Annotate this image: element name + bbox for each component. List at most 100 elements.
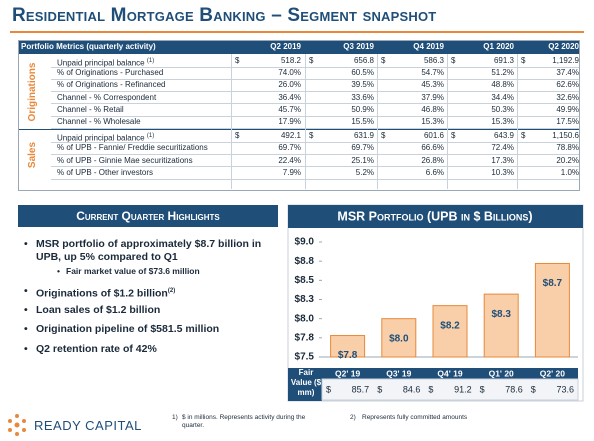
footnote-ref: (2) bbox=[167, 288, 176, 294]
row-label-text: % of Originations - Purchased bbox=[57, 68, 164, 78]
currency-sign: $ bbox=[451, 56, 456, 65]
table-value: 45.3% bbox=[421, 80, 444, 90]
group-divider bbox=[19, 129, 579, 131]
row-line bbox=[51, 127, 579, 129]
logo-text: READY CAPITAL bbox=[34, 418, 142, 433]
fair-value-row-bg bbox=[321, 378, 579, 401]
logo-icon bbox=[8, 414, 26, 436]
table-value: 22.4% bbox=[278, 155, 301, 165]
table-value: 10.3% bbox=[491, 167, 514, 177]
bullet-text: MSR portfolio of approximately $8.7 bill… bbox=[36, 238, 262, 263]
row-line bbox=[51, 66, 579, 68]
table-value: 25.1% bbox=[351, 155, 374, 165]
highlights-title: Current Quarter Highlights bbox=[18, 205, 278, 227]
table-value: 72.4% bbox=[491, 143, 514, 153]
slide-title: Residential Mortgage Banking – Segment s… bbox=[12, 5, 437, 26]
bullet-text: Origination pipeline of $581.5 million bbox=[36, 323, 220, 335]
row-label-text: Channel - % Wholesale bbox=[57, 117, 141, 126]
table-value: 492.1 bbox=[280, 131, 301, 141]
table-value: 51.2% bbox=[491, 68, 514, 78]
row-line bbox=[51, 154, 579, 156]
bar bbox=[330, 335, 366, 358]
row-label: Channel - % Wholesale bbox=[57, 116, 141, 128]
currency-sign: $ bbox=[381, 131, 386, 141]
highlight-bullet: Q2 retention rate of 42% bbox=[24, 343, 272, 356]
y-tick-label: $9.0 bbox=[295, 237, 315, 248]
y-tick-label: $7.5 bbox=[295, 352, 315, 363]
table-value: 37.4% bbox=[556, 68, 579, 78]
bullet-text: Q2 retention rate of 42% bbox=[36, 343, 157, 355]
fair-value-header-bg bbox=[322, 368, 578, 379]
fair-value-currency: $ bbox=[326, 384, 331, 394]
table-value: 50.9% bbox=[351, 104, 374, 114]
highlight-bullet: Loan sales of $1.2 billion bbox=[24, 304, 272, 317]
row-line bbox=[51, 103, 579, 105]
table-value: 20.2% bbox=[556, 155, 579, 165]
row-label: % of Originations - Purchased bbox=[57, 67, 163, 79]
table-value: 6.6% bbox=[425, 167, 444, 177]
bar-value-label: $8.2 bbox=[440, 320, 460, 331]
row-label: % of UPB - Fannie/ Freddie securitizatio… bbox=[57, 142, 208, 154]
table-column-header: Q2 2020 bbox=[548, 42, 579, 51]
fair-value: 91.2 bbox=[454, 384, 472, 394]
fair-value: 73.6 bbox=[556, 384, 574, 394]
table-value: 45.7% bbox=[278, 104, 301, 114]
table-value: 69.7% bbox=[351, 143, 374, 153]
table-value: 48.8% bbox=[491, 80, 514, 90]
logo-dots bbox=[8, 414, 26, 436]
table-column-header: Q4 2019 bbox=[413, 42, 444, 51]
table-value: 15.3% bbox=[421, 117, 444, 126]
fair-value-currency: $ bbox=[428, 384, 433, 394]
bar-value-label: $7.8 bbox=[338, 350, 358, 361]
currency-sign: $ bbox=[235, 56, 240, 65]
table-value: 691.3 bbox=[493, 56, 514, 65]
highlight-bullet: Originations of $1.2 billion(2) bbox=[24, 285, 272, 301]
fair-value: 78.6 bbox=[505, 384, 523, 394]
table-column-header: Q1 2020 bbox=[483, 42, 514, 51]
bar-value-label: $8.0 bbox=[389, 333, 409, 344]
currency-sign: $ bbox=[309, 56, 314, 65]
row-label: Channel - % Retail bbox=[57, 104, 124, 116]
column-divider bbox=[517, 54, 518, 189]
fair-value-currency: $ bbox=[531, 384, 536, 394]
fair-value-currency: $ bbox=[377, 384, 382, 394]
table-value: 586.3 bbox=[423, 56, 444, 65]
table-value: 34.4% bbox=[491, 92, 514, 102]
table-value: 66.6% bbox=[421, 143, 444, 153]
chart-title-bg bbox=[288, 205, 583, 228]
table-value: 26.0% bbox=[278, 80, 301, 90]
bar bbox=[432, 305, 468, 358]
footnote-marker: 1) bbox=[172, 414, 178, 421]
footnote-marker: 2) bbox=[350, 414, 356, 421]
table-value: 32.6% bbox=[556, 92, 579, 102]
table-value: 62.6% bbox=[556, 80, 579, 90]
row-line bbox=[51, 78, 579, 80]
table-value: 60.5% bbox=[351, 68, 374, 78]
row-label: % of UPB - Ginnie Mae securitizations bbox=[57, 155, 193, 167]
row-label-text: Unpaid principal balance bbox=[57, 58, 145, 68]
row-line bbox=[51, 91, 579, 93]
table-value: 15.5% bbox=[351, 117, 374, 126]
table-value: 49.9% bbox=[556, 104, 579, 114]
y-tick-label: $8.8 bbox=[295, 256, 315, 267]
bar bbox=[534, 262, 570, 358]
footnote-ref: (1) bbox=[146, 58, 155, 64]
row-label-text: % of UPB - Other investors bbox=[57, 167, 154, 177]
row-label-text: Channel - % Correspondent bbox=[57, 92, 157, 102]
table-value: 39.5% bbox=[351, 80, 374, 90]
table-value: 1.0% bbox=[560, 167, 579, 177]
bar-value-label: $8.7 bbox=[543, 278, 563, 289]
table-value: 50.3% bbox=[491, 104, 514, 114]
table-value: 36.4% bbox=[278, 92, 301, 102]
y-tick-label: $8.3 bbox=[295, 294, 315, 305]
row-label: % of Originations - Refinanced bbox=[57, 79, 166, 91]
fair-value: 85.7 bbox=[352, 384, 370, 394]
bullet-text: Loan sales of $1.2 billion bbox=[36, 304, 161, 316]
row-line bbox=[51, 166, 579, 168]
footnote-ref: (1) bbox=[146, 133, 155, 140]
table-value: 26.8% bbox=[421, 155, 444, 165]
x-tick-label: Q1' 20 bbox=[489, 368, 514, 378]
currency-sign: $ bbox=[309, 131, 314, 141]
table-header-label: Portfolio Metrics (quarterly activity) bbox=[21, 42, 156, 51]
